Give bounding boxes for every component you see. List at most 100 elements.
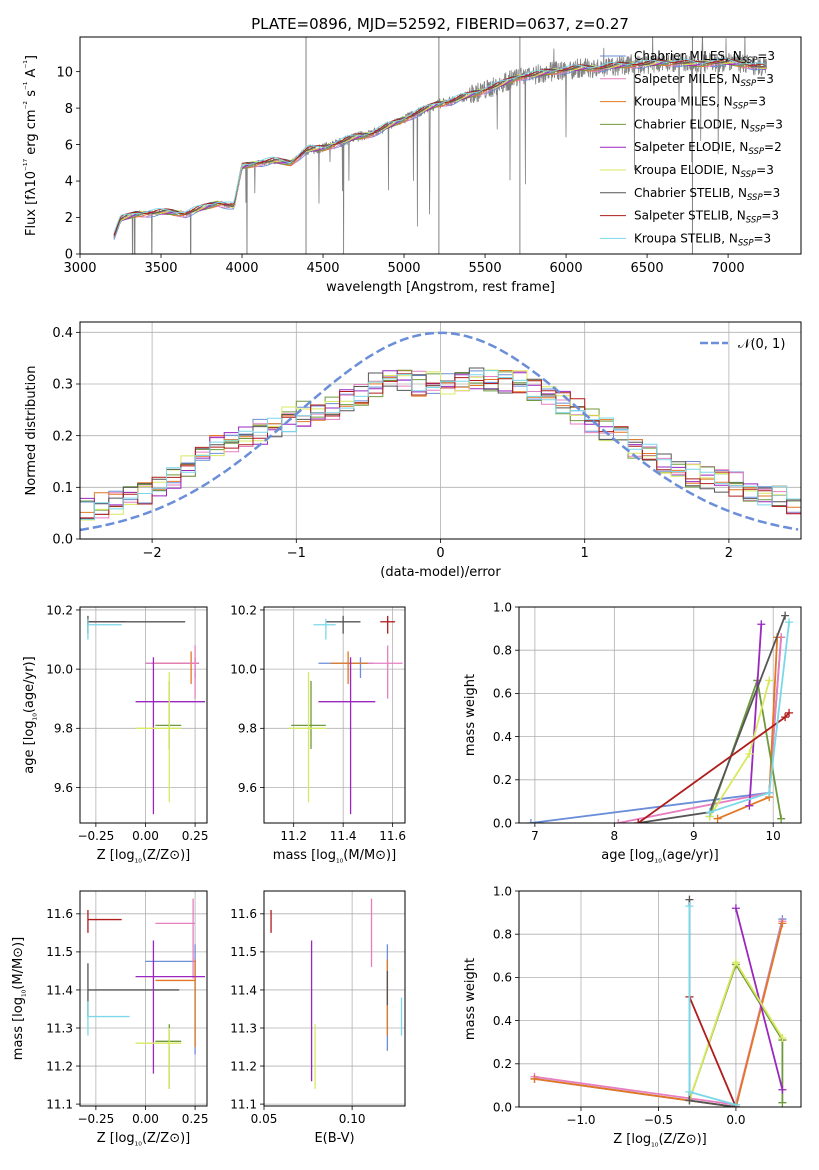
y-tick-label: 11.2 bbox=[46, 1059, 73, 1073]
legend-label: Kroupa STELIB, NSSP=3 bbox=[634, 231, 771, 248]
x-tick-label: 8 bbox=[611, 829, 619, 843]
plot-area bbox=[80, 37, 801, 254]
data-point bbox=[135, 657, 206, 815]
x-tick-label: 7 bbox=[531, 829, 539, 843]
error-bars bbox=[87, 615, 206, 815]
y-axis-label: mass weight bbox=[463, 674, 478, 756]
legend-label: Kroupa ELODIE, NSSP=3 bbox=[634, 163, 774, 180]
y-tick-label: 10.2 bbox=[46, 603, 73, 617]
legend-label: 𝒩(0, 1) bbox=[738, 337, 785, 352]
axes-frame bbox=[518, 890, 802, 1108]
axes-frame bbox=[79, 890, 208, 1107]
weight-marker bbox=[713, 814, 722, 823]
weight-marker bbox=[745, 801, 754, 810]
data-point bbox=[145, 645, 200, 699]
weight-lines bbox=[526, 611, 794, 823]
x-tick-label: 11.4 bbox=[330, 829, 357, 843]
weight-marker bbox=[778, 1033, 787, 1042]
legend-label: Salpeter ELODIE, NSSP=2 bbox=[634, 140, 782, 157]
data-point bbox=[288, 672, 326, 803]
data-point bbox=[155, 959, 196, 1048]
x-axis-label: Z [log₁₀​(Z/Z⊙)] bbox=[97, 848, 191, 865]
x-axis-label: (data-model)/error bbox=[380, 565, 501, 580]
axes-frame bbox=[518, 606, 802, 824]
x-tick-label: 3500 bbox=[144, 261, 177, 276]
weight-marker bbox=[778, 919, 787, 928]
weight-series bbox=[688, 996, 737, 1107]
x-axis-label: mass [log₁₀​(M/M⊙)] bbox=[273, 848, 396, 865]
x-tick-label: 0 bbox=[436, 546, 444, 561]
x-tick-label: 0.0 bbox=[726, 1113, 745, 1127]
y-tick-label: 0.2 bbox=[493, 1057, 512, 1071]
y-tick-label: 11.6 bbox=[230, 907, 257, 921]
axes-frame bbox=[79, 36, 802, 255]
y-tick-label: 11.4 bbox=[230, 983, 257, 997]
x-tick-label: 10 bbox=[766, 829, 781, 843]
residual-histogram-panel: −2 −1 0 1 2 0.0 0.1 0.2 0.3 0.4 (data-model)/error… bbox=[24, 321, 802, 580]
x-axis-label: Z [log₁₀​(Z/Z⊙)] bbox=[97, 1131, 191, 1148]
y-tick-label: 0.8 bbox=[493, 928, 512, 942]
y-tick-label: 11.5 bbox=[46, 945, 73, 959]
error-bars bbox=[288, 615, 403, 815]
legend-label: Salpeter MILES, NSSP=3 bbox=[634, 72, 774, 89]
y-tick-label: 0.1 bbox=[52, 481, 73, 496]
x-tick-label: 9 bbox=[690, 829, 698, 843]
x-tick-label: 11.2 bbox=[280, 829, 307, 843]
weight-series bbox=[748, 624, 763, 806]
y-tick-label: 11.3 bbox=[46, 1021, 73, 1035]
weight-marker bbox=[777, 814, 786, 823]
y-axis-label: mass [log₁₀​(M/M⊙)] bbox=[11, 937, 28, 1060]
y-tick-label: 11.2 bbox=[230, 1059, 257, 1073]
x-tick-label: 11.6 bbox=[379, 829, 406, 843]
data-point bbox=[155, 898, 196, 979]
axes-frame bbox=[263, 890, 406, 1107]
x-tick-label: 3000 bbox=[63, 261, 96, 276]
data-point bbox=[87, 618, 122, 640]
y-tick-label: 0.4 bbox=[493, 1014, 512, 1028]
model-spectrum bbox=[113, 58, 766, 233]
x-tick-label: −2 bbox=[143, 546, 162, 561]
y-tick-label: 0 bbox=[65, 248, 73, 263]
x-tick-label: 2 bbox=[725, 546, 733, 561]
weight-marker bbox=[685, 1096, 694, 1105]
plot-area bbox=[519, 607, 801, 823]
histogram-series bbox=[80, 370, 801, 520]
x-tick-label: 4000 bbox=[225, 261, 258, 276]
x-tick-label: 0.00 bbox=[132, 1112, 159, 1126]
plot-area bbox=[80, 891, 207, 1106]
weight-marker bbox=[765, 788, 774, 797]
x-tick-label: 0.25 bbox=[182, 829, 209, 843]
mass-weight-vs-age-panel: 7 8 9 10 0.0 0.2 0.4 0.6 0.8 1.0 age [log₁₀​(age/y… bbox=[463, 600, 802, 865]
data-point bbox=[87, 1001, 130, 1036]
x-tick-label: −0.25 bbox=[77, 829, 114, 843]
plot-area bbox=[264, 607, 405, 823]
y-tick-label: 9.6 bbox=[238, 781, 257, 795]
axes-frame bbox=[263, 606, 406, 824]
weight-marker bbox=[778, 1085, 787, 1094]
x-tick-label: 6000 bbox=[550, 261, 583, 276]
weight-marker bbox=[685, 902, 694, 911]
x-axis-label: age [log₁₀​(age/yr)] bbox=[601, 848, 718, 865]
weight-marker bbox=[614, 819, 623, 823]
plot-area bbox=[264, 891, 405, 1106]
x-tick-label: 0.25 bbox=[182, 1112, 209, 1126]
data-point bbox=[135, 1027, 182, 1089]
y-tick-label: 10.0 bbox=[230, 662, 257, 676]
y-tick-label: 0.4 bbox=[493, 730, 512, 744]
x-tick-label: 5000 bbox=[387, 261, 420, 276]
weight-marker bbox=[731, 958, 740, 967]
axes-frame bbox=[79, 606, 208, 824]
x-tick-label: 0.10 bbox=[339, 1112, 366, 1126]
y-tick-label: 10.2 bbox=[230, 603, 257, 617]
weight-marker bbox=[778, 1098, 787, 1107]
mass-vs-extinction-panel: 0.05 0.10 11.1 11.2 11.3 11.4 11.5 11.6 E(B-V) bbox=[230, 890, 406, 1146]
y-tick-label: 1.0 bbox=[493, 600, 512, 614]
weight-marker bbox=[731, 904, 740, 913]
legend-label: Chabrier MILES, NSSP=3 bbox=[634, 49, 775, 66]
y-tick-label: 1.0 bbox=[493, 884, 512, 898]
x-tick-label: −0.25 bbox=[77, 1112, 114, 1126]
y-tick-label: 4 bbox=[65, 175, 73, 190]
weight-marker bbox=[634, 819, 643, 823]
plot-area bbox=[80, 607, 207, 823]
y-tick-label: 0.2 bbox=[52, 429, 73, 444]
